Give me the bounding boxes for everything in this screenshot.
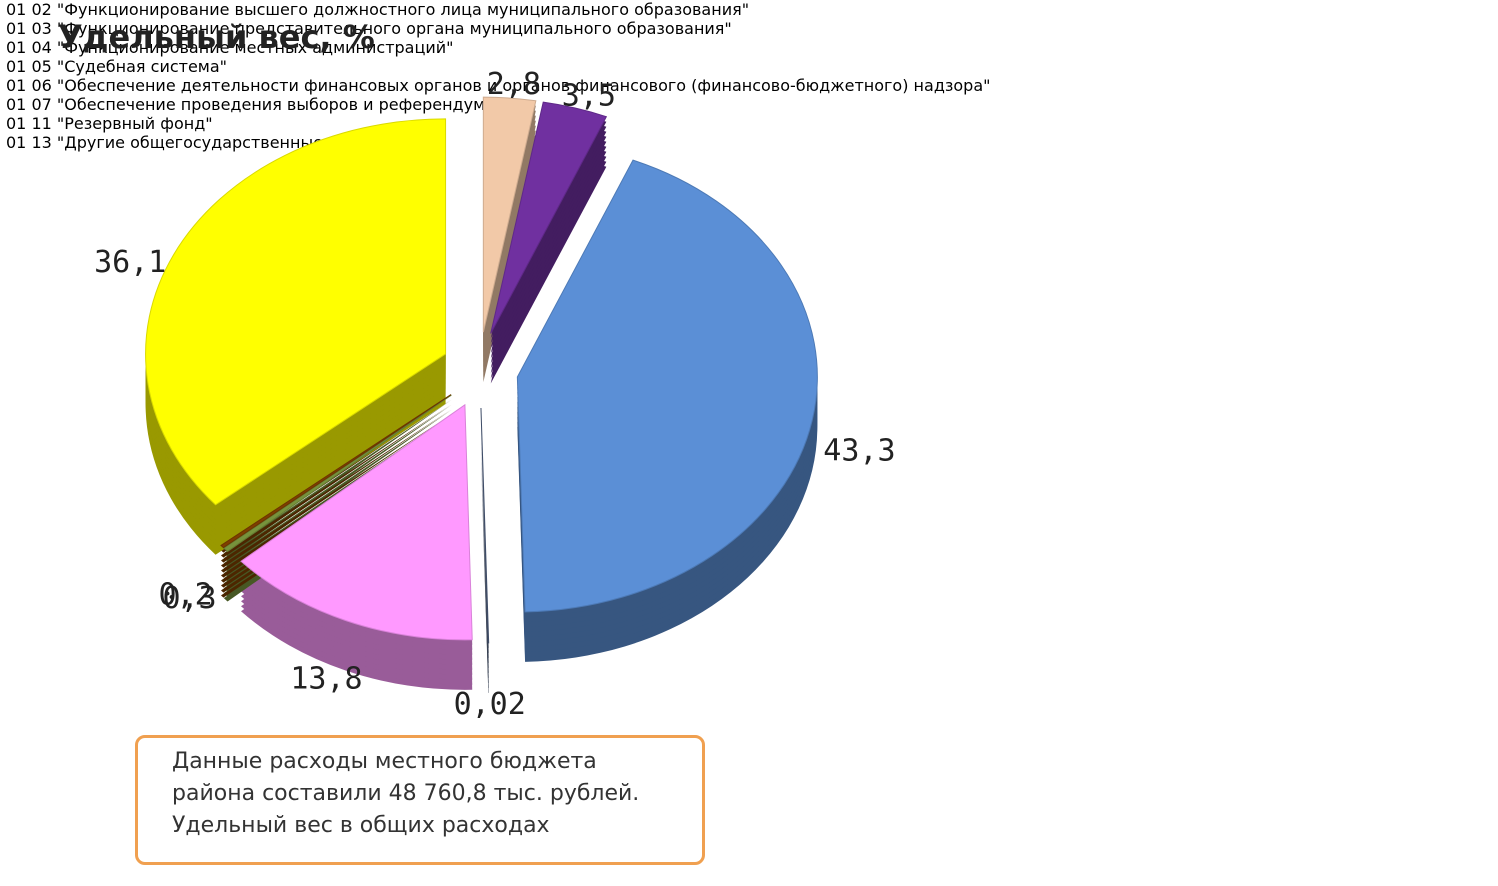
legend-label: 01 04 "Функционирование местных админист… [6, 38, 454, 57]
slice-side [220, 414, 452, 568]
legend-item: 01 06 "Обеспечение деятельности финансов… [0, 76, 1498, 95]
legend-item: 01 05 "Судебная система" [0, 57, 1498, 76]
chart-title: Удельный вес, % [58, 18, 375, 56]
annotation-line: Данные расходы местного бюджета [172, 749, 597, 774]
legend-label: 01 11 "Резервный фонд" [6, 114, 213, 133]
legend-item: 01 02 "Функционирование высшего должност… [0, 0, 1498, 19]
data-label: 0,3 [162, 581, 216, 616]
legend-label: 01 06 "Обеспечение деятельности финансов… [6, 76, 991, 95]
annotation: Данные расходы местного бюджета района со… [135, 735, 705, 865]
data-label: 36,1 [94, 245, 166, 280]
slice [480, 407, 490, 644]
slice [482, 96, 537, 333]
slice-tops [145, 96, 818, 644]
slice [240, 403, 473, 641]
slice [223, 394, 452, 553]
slice-side [220, 404, 452, 558]
slice [490, 101, 608, 334]
data-label: 3,5 [562, 79, 616, 114]
data-label: 13,8 [290, 661, 362, 696]
legend-item: 01 11 "Резервный фонд" [0, 114, 1498, 133]
slice-side [220, 409, 452, 563]
data-label: 0,2 [158, 577, 212, 612]
legend-label: 01 05 "Судебная система" [6, 57, 228, 76]
legend-label: 01 07 "Обеспечение проведения выборов и … [6, 95, 512, 114]
legend-label: 01 03 "Функционирование представительног… [6, 19, 732, 38]
legend-item: 01 03 "Функционирование представительног… [0, 19, 1498, 38]
slice [145, 118, 447, 506]
slice [516, 159, 818, 613]
legend-item: 01 07 "Обеспечение проведения выборов и … [0, 95, 1498, 114]
data-label: 2,8 [487, 67, 541, 102]
legend-item: 01 04 "Функционирование местных админист… [0, 38, 1498, 57]
slice [220, 394, 452, 549]
legend-label: 01 02 "Функционирование высшего должност… [6, 0, 750, 19]
annotation-line: Удельный вес в общих расходах [172, 813, 550, 838]
data-label: 43,3 [823, 434, 895, 469]
annotation-line: района составили 48 760,8 тыс. рублей. [172, 781, 640, 806]
pie-chart: 2,8 3,5 43,3 0,02 13,8 0,30,2 36,1 [94, 67, 895, 722]
data-label: 0,02 [454, 687, 526, 722]
